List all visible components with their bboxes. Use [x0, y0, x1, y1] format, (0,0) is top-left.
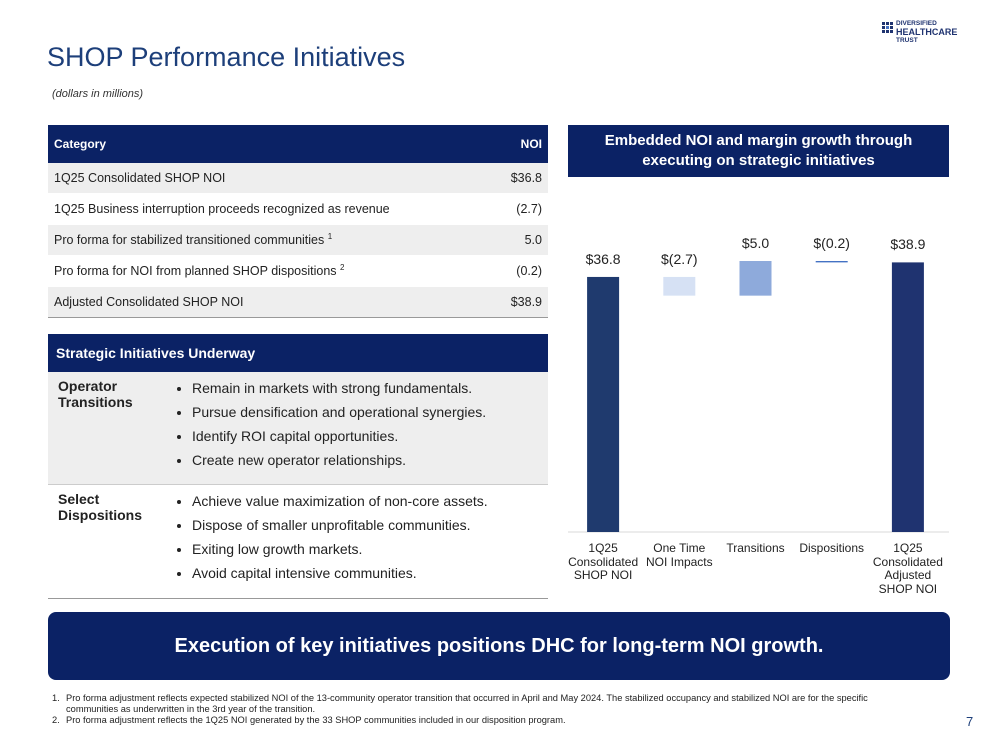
- bullet: Avoid capital intensive communities.: [192, 561, 488, 585]
- title: SHOP Performance Initiatives: [47, 42, 406, 72]
- x-tick-label: Transitions: [726, 541, 785, 555]
- table-row: Adjusted Consolidated SHOP NOI $38.9: [48, 286, 548, 318]
- row-label: Adjusted Consolidated SHOP NOI: [54, 295, 244, 309]
- noi-table: Category NOI 1Q25 Consolidated SHOP NOI $…: [48, 125, 548, 318]
- value-label: $(2.7): [661, 250, 698, 267]
- value-label: $38.9: [890, 236, 926, 253]
- x-tick-label: One Time NOI Impacts: [645, 541, 713, 569]
- initiatives: Strategic Initiatives Underway Operator …: [48, 334, 548, 599]
- footnote-text: Pro forma adjustment reflects the 1Q25 N…: [66, 715, 566, 725]
- bullet: Create new operator relationships.: [192, 448, 486, 472]
- footnote: 2. Pro forma adjustment reflects the 1Q25…: [52, 715, 912, 726]
- row-value: $38.9: [492, 286, 548, 318]
- table-row: 1Q25 Consolidated SHOP NOI $36.8: [48, 163, 548, 194]
- bullet: Exiting low growth markets.: [192, 537, 488, 561]
- subtitle: (dollars in millions): [52, 88, 144, 100]
- footnote-ref: 1: [327, 232, 333, 242]
- column-header: NOI: [492, 125, 548, 163]
- row-value: $36.8: [492, 163, 548, 194]
- bar: [815, 261, 848, 263]
- initiatives-title: Strategic Initiatives Underway: [48, 334, 548, 372]
- row-label-cell: 1Q25 Business interruption proceeds reco…: [48, 193, 493, 225]
- bullet: Achieve value maximization of non-core a…: [192, 489, 488, 513]
- x-tick-label: 1Q25 Consolidated Adjusted SHOP NOI: [872, 541, 943, 596]
- x-tick-label: Dispositions: [799, 541, 865, 555]
- initiative-section: Operator Transitions Remain in markets wi…: [48, 372, 548, 485]
- bar: [891, 262, 924, 532]
- chart: [568, 261, 949, 533]
- banner: Execution of key initiatives positions D…: [48, 612, 950, 680]
- value-label: $5.0: [741, 235, 770, 251]
- row-label-cell: 1Q25 Consolidated SHOP NOI: [48, 163, 493, 194]
- footnote: 1. Pro forma adjustment reflects expected…: [52, 693, 912, 715]
- row-label-cell: Adjusted Consolidated SHOP NOI: [48, 286, 493, 318]
- logo-text: DIVERSIFIED HEALTHCARE TRUST: [896, 20, 957, 45]
- bar: [587, 276, 620, 532]
- row-label-cell: Pro forma for stabilized transitioned co…: [48, 224, 493, 256]
- chart-title: Embedded NOI and margin growth through e…: [568, 125, 949, 177]
- logo: DIVERSIFIED HEALTHCARE TRUST: [882, 20, 957, 46]
- column-header: Category: [48, 125, 493, 163]
- x-tick-label: 1Q25 Consolidated SHOP NOI: [568, 541, 639, 582]
- row-label: 1Q25 Business interruption proceeds reco…: [54, 202, 390, 216]
- footnote-text: Pro forma adjustment reflects expected s…: [66, 693, 868, 714]
- footnote-number: 2.: [52, 715, 60, 725]
- row-value: (0.2): [492, 255, 548, 287]
- table-row: Pro forma for stabilized transitioned co…: [48, 224, 548, 256]
- initiative-section: Select Dispositions Achieve value maximiz…: [48, 485, 548, 599]
- bullet: Identify ROI capital opportunities.: [192, 424, 486, 448]
- row-label-cell: Pro forma for NOI from planned SHOP disp…: [48, 255, 493, 287]
- logo-line: HEALTHCARE: [896, 27, 958, 37]
- table-row: 1Q25 Business interruption proceeds reco…: [48, 193, 548, 225]
- bullet: Dispose of smaller unprofitable communit…: [192, 513, 488, 537]
- bullet-list: Achieve value maximization of non-core a…: [162, 485, 488, 598]
- table-row: Pro forma for NOI from planned SHOP disp…: [48, 255, 548, 287]
- footnote-ref: 2: [340, 263, 345, 273]
- section-heading: Operator Transitions: [58, 378, 133, 410]
- logo-icon: [882, 22, 893, 33]
- row-label: 1Q25 Consolidated SHOP NOI: [54, 171, 226, 185]
- row-label: Pro forma for stabilized transitioned co…: [54, 233, 325, 248]
- value-label: $(0.2): [813, 235, 850, 251]
- value-label: $36.8: [585, 250, 621, 267]
- bar: [739, 261, 772, 296]
- logo-line: DIVERSIFIED: [896, 20, 937, 27]
- bullet: Remain in markets with strong fundamenta…: [192, 376, 486, 400]
- footnotes: 1. Pro forma adjustment reflects expected…: [52, 693, 912, 726]
- footnote-number: 1.: [52, 693, 60, 703]
- section-heading: Select Dispositions: [58, 491, 143, 523]
- page-number: 7: [966, 714, 974, 729]
- bullet-list: Remain in markets with strong fundamenta…: [162, 372, 486, 484]
- logo-line: TRUST: [896, 37, 918, 44]
- row-value: (2.7): [492, 193, 548, 225]
- bar: [663, 276, 696, 296]
- row-label: Pro forma for NOI from planned SHOP disp…: [54, 264, 337, 279]
- bullet: Pursue densification and operational syn…: [192, 400, 486, 424]
- row-value: 5.0: [492, 224, 548, 256]
